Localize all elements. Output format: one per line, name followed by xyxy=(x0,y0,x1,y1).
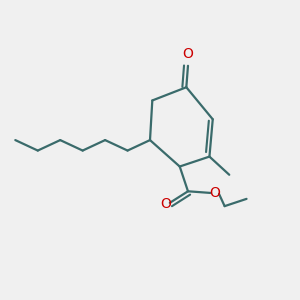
Text: O: O xyxy=(210,186,220,200)
Text: O: O xyxy=(182,47,194,61)
Text: O: O xyxy=(160,196,171,211)
